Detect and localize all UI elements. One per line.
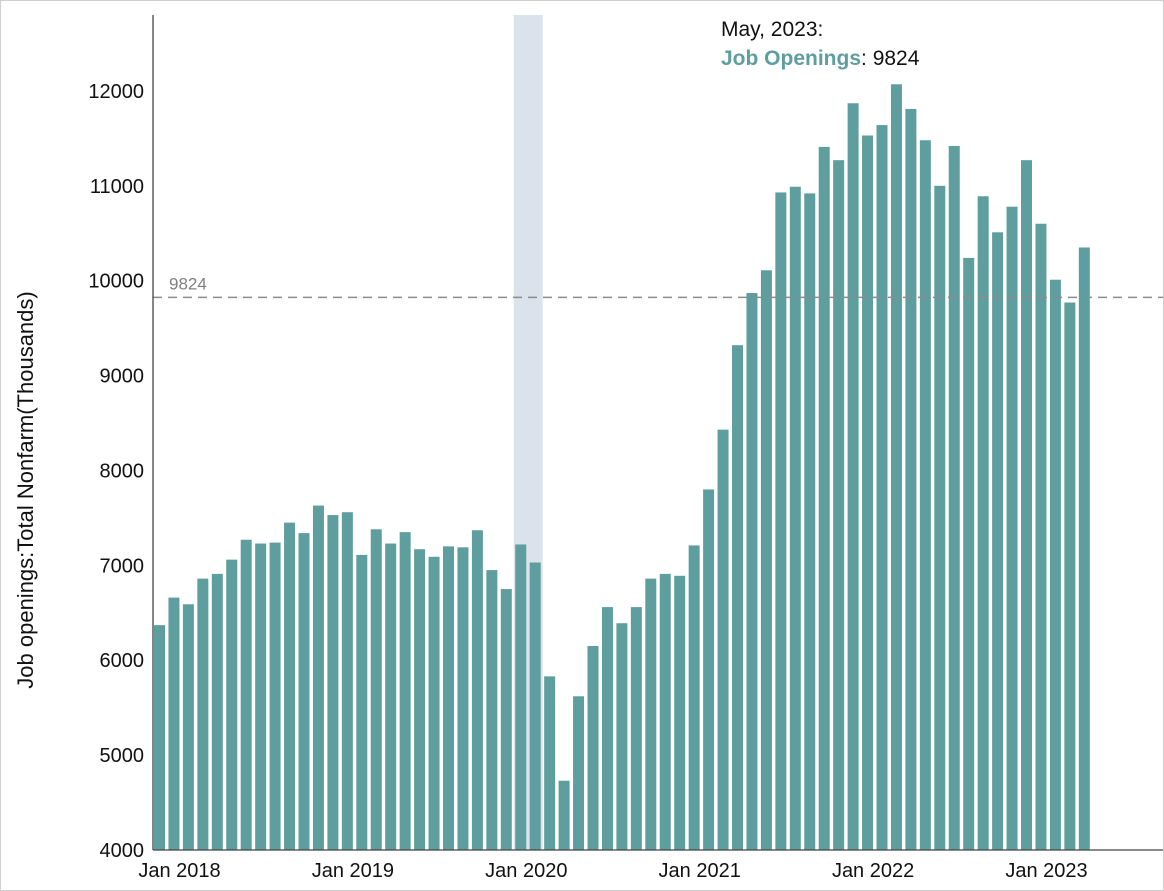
bar-2021-08 (775, 192, 787, 850)
reference-line-label: 9824 (169, 274, 207, 293)
y-tick-label: 5000 (100, 745, 145, 767)
y-tick-label: 8000 (100, 460, 145, 482)
bar-2018-06 (226, 559, 238, 850)
bar-2020-11 (645, 578, 657, 850)
bar-2021-07 (760, 270, 772, 850)
bar-2018-01 (154, 625, 165, 850)
reference-line-layer: 9824 (153, 274, 1163, 299)
bar-2021-05 (732, 345, 743, 850)
bar-2021-12 (833, 160, 845, 850)
bar-2022-04 (890, 84, 902, 851)
bar-2022-05 (905, 108, 917, 850)
bar-2022-07 (934, 185, 946, 850)
bar-2019-10 (457, 547, 469, 850)
tooltip-date: May, 2023: (721, 18, 823, 41)
tooltip-value: 9824 (873, 47, 920, 70)
bar-2019-07 (414, 549, 426, 850)
bar-2022-02 (862, 135, 874, 850)
bar-2023-05 (1078, 247, 1090, 851)
bar-2020-02 (515, 544, 527, 850)
bar-2019-12 (486, 570, 498, 850)
x-tick-label: Jan 2022 (832, 860, 914, 882)
bar-2022-09 (963, 257, 975, 851)
bar-2020-06 (573, 696, 585, 850)
bar-2021-03 (703, 489, 715, 850)
y-tick-label: 9000 (100, 366, 145, 388)
bar-2018-04 (197, 578, 209, 850)
bar-2018-10 (284, 522, 296, 850)
bar-2018-07 (240, 539, 252, 850)
bar-2018-02 (168, 597, 180, 850)
bar-2021-04 (717, 429, 729, 850)
bar-2021-09 (789, 186, 801, 850)
bar-2020-03 (529, 562, 541, 850)
bar-2022-06 (919, 140, 931, 850)
bar-2022-11 (992, 232, 1004, 850)
y-tick-label: 12000 (88, 81, 144, 103)
bar-2019-11 (471, 530, 483, 850)
y-axis-title: Job openings:Total Nonfarm(Thousands) (13, 291, 38, 688)
highlight-layer (1079, 292, 1090, 303)
bar-2018-09 (269, 542, 281, 850)
bar-2019-03 (356, 554, 368, 850)
bar-2018-05 (211, 573, 223, 850)
y-tick-label: 6000 (100, 650, 145, 672)
tooltip-separator: : (861, 47, 873, 70)
bar-2019-01 (327, 515, 339, 850)
bar-2022-03 (876, 125, 888, 851)
bar-2020-07 (587, 645, 599, 850)
bar-2019-06 (399, 532, 411, 850)
bar-2023-02 (1035, 223, 1047, 850)
bar-2018-08 (255, 543, 267, 850)
bar-layer (154, 84, 1090, 851)
y-tick-label: 11000 (90, 176, 144, 198)
x-tick-label: Jan 2018 (138, 860, 220, 882)
y-tick-label: 4000 (100, 840, 145, 862)
bar-2021-02 (688, 545, 700, 850)
bar-2021-01 (674, 575, 686, 850)
x-tick-label: Jan 2021 (659, 860, 741, 882)
tooltip-line: Job Openings: 9824 (721, 47, 920, 70)
bar-2022-01 (847, 103, 859, 850)
y-tick-label: 7000 (100, 555, 145, 577)
x-tick-label: Jan 2023 (1005, 860, 1087, 882)
bar-2018-12 (312, 505, 324, 850)
bar-2022-10 (977, 196, 989, 850)
bar-2019-02 (341, 512, 353, 850)
bar-2022-12 (1006, 206, 1018, 850)
bar-2023-04 (1064, 302, 1076, 850)
bar-2019-05 (385, 543, 397, 850)
tick-label-layer: 4000 5000 6000 7000 8000 9000 10000 11000 12000 J… (88, 81, 1087, 882)
highlight-point-marker (1079, 292, 1090, 303)
bar-2021-06 (746, 293, 758, 850)
bar-2019-08 (428, 556, 440, 850)
bar-2022-08 (948, 145, 960, 850)
bar-2023-03 (1049, 279, 1061, 851)
x-tick-label: Jan 2020 (485, 860, 567, 882)
bar-2020-05 (558, 780, 570, 850)
bar-2018-11 (298, 533, 310, 850)
bar-2020-12 (659, 573, 671, 850)
bar-2021-10 (804, 193, 816, 851)
bar-2023-01 (1021, 160, 1032, 850)
bar-2020-08 (601, 607, 613, 850)
bar-2020-10 (630, 607, 642, 850)
bar-2020-04 (544, 676, 556, 850)
bar-2020-09 (616, 623, 628, 850)
bar-2019-09 (443, 546, 454, 850)
bar-2021-11 (818, 146, 830, 851)
tooltip: May, 2023: Job Openings: 9824 (721, 18, 920, 70)
y-tick-label: 10000 (88, 271, 144, 293)
tooltip-series-name: Job Openings (721, 47, 861, 70)
bar-2020-01 (500, 589, 512, 850)
axis-layer (152, 15, 1163, 851)
bar-2018-03 (182, 604, 194, 850)
bar-2019-04 (370, 529, 382, 850)
x-tick-label: Jan 2019 (312, 860, 394, 882)
